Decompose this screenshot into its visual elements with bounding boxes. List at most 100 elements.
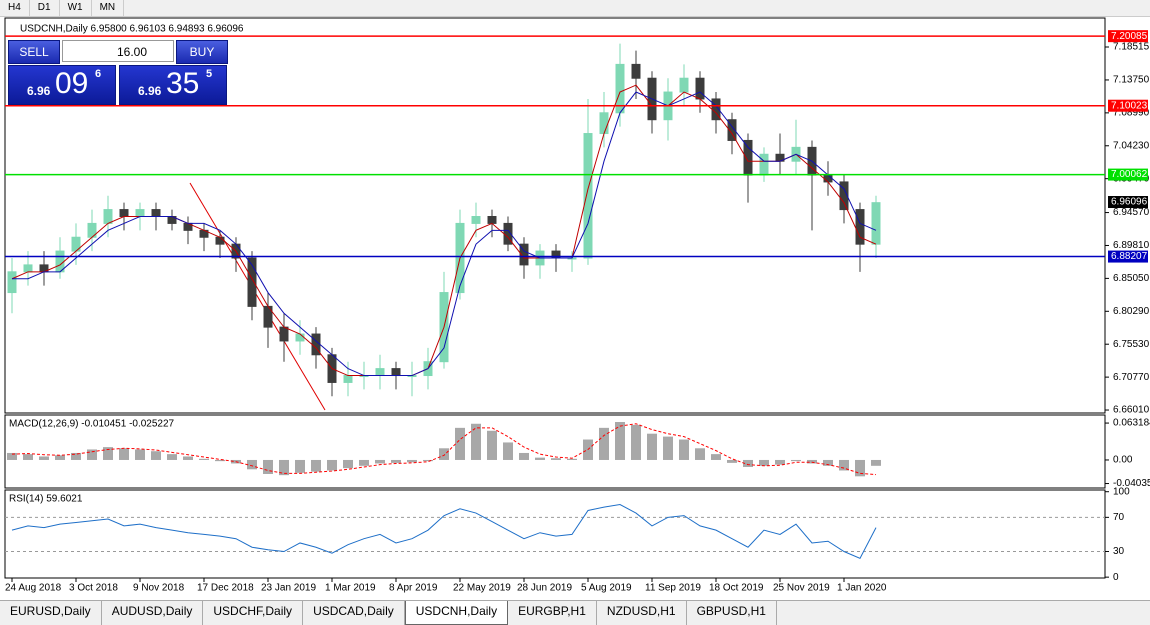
y-tick-label: 0.063184 [1113,418,1150,429]
macd-bar [71,452,81,460]
candle [167,209,177,231]
macd-bar [535,457,545,460]
candle [103,195,113,238]
candle [87,209,97,252]
timeframe-toolbar: H4 D1 W1 MN [0,0,1150,17]
macd-bar [423,459,433,462]
candle-body [247,257,257,307]
buy-price[interactable]: 6.96 35 5 [119,65,227,105]
macd-bar [599,427,609,460]
candle [71,223,81,265]
chart-tab[interactable]: GBPUSD,H1 [687,601,777,625]
candle [823,161,833,196]
candle [567,251,577,272]
candle [215,230,225,258]
candle-body [375,368,385,377]
candle-body [519,243,529,266]
macd-title: MACD(12,26,9) -0.010451 -0.025227 [9,419,175,430]
macd-bar [503,442,513,460]
macd-bar [359,459,369,466]
macd-bar [279,459,289,476]
candle-body [279,326,289,342]
macd-pane [4,414,1106,489]
macd-bar [647,433,657,460]
candle-body [103,209,113,224]
timeframe-button[interactable]: D1 [30,0,60,16]
timeframe-button[interactable]: MN [92,0,125,16]
macd-bar [711,454,721,460]
candle-body [343,375,353,383]
macd-bar [615,422,625,460]
x-tick-label: 25 Nov 2019 [773,583,830,594]
macd-bar [311,459,321,472]
level-label-box [1108,99,1148,112]
candle [471,202,481,238]
chart-title: USDCNH,Daily 6.95800 6.96103 6.94893 6.9… [20,24,244,35]
macd-bar [567,458,577,460]
timeframe-button[interactable]: H4 [0,0,30,16]
macd-bar [7,452,17,460]
candle-body [871,202,881,245]
macd-bar [631,424,641,460]
timeframe-button[interactable]: W1 [60,0,92,16]
chart-tab[interactable]: EURUSD,Daily [0,601,102,625]
macd-bar [823,459,833,466]
candle-body [679,77,689,93]
chart-tab[interactable]: USDCHF,Daily [203,601,304,625]
candle [871,195,881,258]
candle [375,354,385,390]
chart-tab[interactable]: USDCNH,Daily [404,601,509,625]
candle [247,251,257,321]
buy-button[interactable]: BUY [176,40,228,64]
x-tick-label: 22 May 2019 [453,583,511,594]
sell-price[interactable]: 6.96 09 6 [8,65,116,105]
lot-input[interactable]: 16.00 [62,40,174,62]
chart-tab[interactable]: AUDUSD,Daily [102,601,204,625]
macd-bar [519,452,529,460]
macd-bar [679,439,689,460]
level-label-box [1108,30,1148,43]
y-tick-label: 6.66010 [1113,405,1150,416]
y-tick-label: 7.13750 [1113,75,1150,86]
candle [199,223,209,252]
macd-bar [695,448,705,460]
trend-line [189,182,326,411]
macd-bar [151,451,161,460]
candle [55,237,65,279]
macd-bar [327,459,337,471]
chart-tab[interactable]: EURGBP,H1 [508,601,597,625]
candle [807,140,817,231]
y-tick-label: 6.89810 [1113,240,1150,251]
chart-tab[interactable]: USDCAD,Daily [303,601,405,625]
candle [775,133,785,176]
price-fraction: 5 [206,68,213,80]
candle [791,119,801,176]
price-pips: 35 [166,67,200,100]
macd-bar [295,459,305,473]
y-tick-label: 70 [1113,512,1125,523]
macd-bar [135,449,145,460]
x-tick-label: 1 Mar 2019 [325,583,376,594]
candle [231,237,241,272]
x-tick-label: 23 Jan 2019 [261,583,316,594]
rsi-pane [4,489,1106,579]
macd-bar [663,436,673,460]
sell-button[interactable]: SELL [8,40,60,64]
candle [839,175,849,224]
y-tick-label: 7.08990 [1113,108,1150,119]
price-big: 6.96 [27,84,51,98]
current-price-box [1108,196,1148,209]
macd-bar [391,459,401,463]
candle-body [471,216,481,224]
candle-body [135,209,145,218]
macd-bar [551,458,561,460]
macd-bar [471,423,481,460]
macd-bar [199,458,209,460]
candle-body [839,181,849,211]
candle [279,313,289,362]
candle-body [295,333,305,342]
candle-body [119,209,129,218]
macd-bar [183,456,193,460]
chart-tab[interactable]: NZDUSD,H1 [597,601,687,625]
y-tick-label: 100 [1113,486,1130,497]
